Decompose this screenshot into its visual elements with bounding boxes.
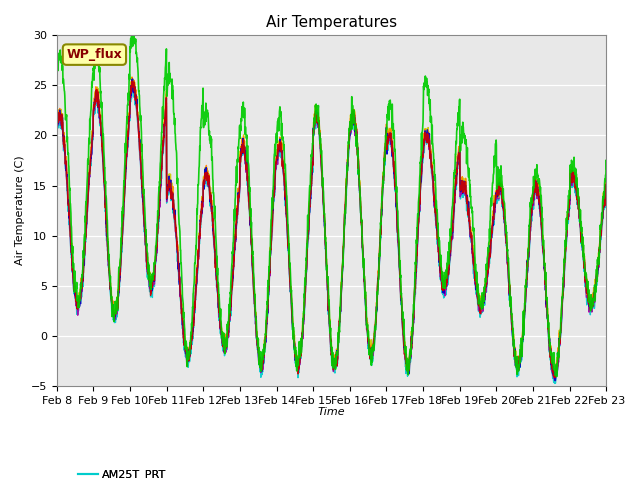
- Y-axis label: Air Temperature (C): Air Temperature (C): [15, 156, 25, 265]
- X-axis label: Time: Time: [317, 407, 346, 417]
- Text: WP_flux: WP_flux: [67, 48, 122, 61]
- Legend: AM25T_PRT: AM25T_PRT: [73, 465, 171, 480]
- Title: Air Temperatures: Air Temperatures: [266, 15, 397, 30]
